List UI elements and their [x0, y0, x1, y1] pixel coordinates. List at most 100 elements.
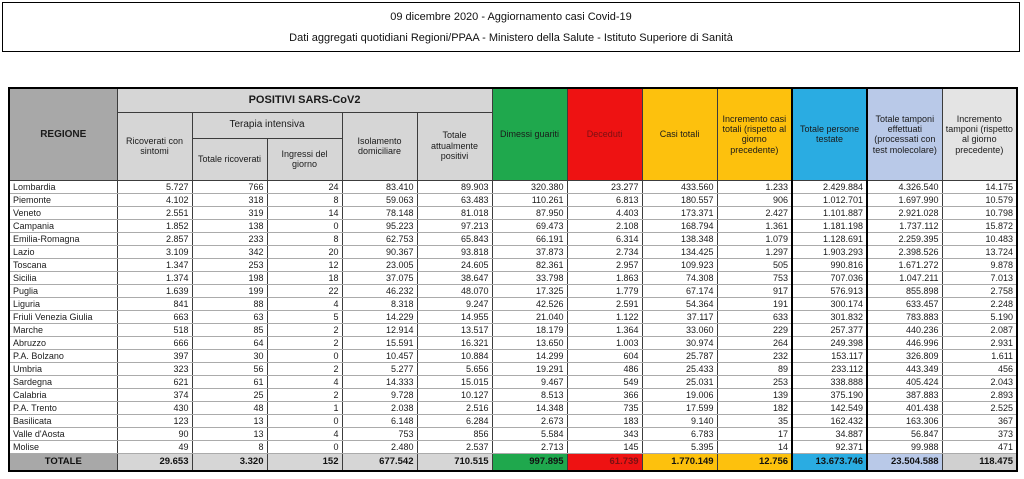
- value-cell: 9.140: [641, 413, 718, 428]
- value-cell: 1.079: [716, 231, 793, 246]
- header-incremento-tamponi: Incremento tamponi (rispetto al giorno p…: [941, 87, 1018, 181]
- region-name: Lombardia: [8, 179, 118, 194]
- value-cell: 471: [941, 439, 1018, 454]
- value-cell: 63: [191, 309, 268, 324]
- value-cell: 9.247: [416, 296, 493, 311]
- value-cell: 2: [266, 322, 343, 337]
- value-cell: 375.190: [791, 387, 869, 402]
- value-cell: 7.013: [941, 270, 1018, 285]
- value-cell: 93.818: [416, 244, 493, 259]
- value-cell: 139: [716, 387, 793, 402]
- totale-value: 710.515: [416, 452, 493, 472]
- value-cell: 9.467: [491, 374, 568, 389]
- header-persone-testate: Totale persone testate: [791, 87, 869, 181]
- value-cell: 14.175: [941, 179, 1018, 194]
- value-cell: 46.232: [341, 283, 418, 298]
- value-cell: 318: [191, 192, 268, 207]
- value-cell: 373: [941, 426, 1018, 441]
- value-cell: 10.457: [341, 348, 418, 363]
- value-cell: 12: [266, 257, 343, 272]
- region-name: Basilicata: [8, 413, 118, 428]
- value-cell: 48.070: [416, 283, 493, 298]
- value-cell: 162.432: [791, 413, 869, 428]
- value-cell: 2.398.526: [866, 244, 943, 259]
- value-cell: 82.361: [491, 257, 568, 272]
- value-cell: 1.737.112: [866, 218, 943, 233]
- value-cell: 14: [716, 439, 793, 454]
- table-header: REGIONE POSITIVI SARS-CoV2 Dimessi guari…: [8, 87, 1018, 181]
- value-cell: 264: [716, 335, 793, 350]
- table-row: Liguria 841 88 4 8.318 9.247 42.526 2.591 54.364…: [8, 296, 1018, 311]
- value-cell: 38.647: [416, 270, 493, 285]
- value-cell: 2.591: [566, 296, 643, 311]
- value-cell: 66.191: [491, 231, 568, 246]
- region-name: Friuli Venezia Giulia: [8, 309, 118, 324]
- value-cell: 232: [716, 348, 793, 363]
- value-cell: 917: [716, 283, 793, 298]
- value-cell: 753: [341, 426, 418, 441]
- value-cell: 15.591: [341, 335, 418, 350]
- value-cell: 25.787: [641, 348, 718, 363]
- totale-value: 3.320: [191, 452, 268, 472]
- value-cell: 518: [116, 322, 193, 337]
- value-cell: 89: [716, 361, 793, 376]
- value-cell: 10.884: [416, 348, 493, 363]
- value-cell: 766: [191, 179, 268, 194]
- region-name: Veneto: [8, 205, 118, 220]
- value-cell: 735: [566, 400, 643, 415]
- value-cell: 3.109: [116, 244, 193, 259]
- region-name: Liguria: [8, 296, 118, 311]
- table-row: Valle d'Aosta 90 13 4 753 856 5.584 343 6.783 17 3…: [8, 426, 1018, 441]
- value-cell: 2.537: [416, 439, 493, 454]
- value-cell: 1.297: [716, 244, 793, 259]
- value-cell: 138.348: [641, 231, 718, 246]
- value-cell: 2.259.395: [866, 231, 943, 246]
- value-cell: 2.038: [341, 400, 418, 415]
- value-cell: 1.374: [116, 270, 193, 285]
- region-name: P.A. Bolzano: [8, 348, 118, 363]
- value-cell: 8: [266, 231, 343, 246]
- table-row: Emilia-Romagna 2.857 233 8 62.753 65.843 66.19…: [8, 231, 1018, 246]
- value-cell: 13.724: [941, 244, 1018, 259]
- value-cell: 2.551: [116, 205, 193, 220]
- value-cell: 8: [266, 192, 343, 207]
- value-cell: 90: [116, 426, 193, 441]
- covid-table: REGIONE POSITIVI SARS-CoV2 Dimessi guari…: [8, 87, 1019, 472]
- value-cell: 633: [716, 309, 793, 324]
- region-name: Sardegna: [8, 374, 118, 389]
- value-cell: 33.798: [491, 270, 568, 285]
- table-row: Calabria 374 25 2 9.728 10.127 8.513 366 19.006 1…: [8, 387, 1018, 402]
- value-cell: 180.557: [641, 192, 718, 207]
- value-cell: 1.364: [566, 322, 643, 337]
- value-cell: 35: [716, 413, 793, 428]
- totale-value: 152: [266, 452, 343, 472]
- value-cell: 1.611: [941, 348, 1018, 363]
- value-cell: 95.223: [341, 218, 418, 233]
- value-cell: 191: [716, 296, 793, 311]
- region-name: P.A. Trento: [8, 400, 118, 415]
- header-casi-totali: Casi totali: [641, 87, 718, 181]
- totale-value: 12.756: [716, 452, 793, 472]
- table-row: Sicilia 1.374 198 18 37.075 38.647 33.798 1.863…: [8, 270, 1018, 285]
- value-cell: 78.148: [341, 205, 418, 220]
- region-name: Lazio: [8, 244, 118, 259]
- totale-value: 1.770.149: [641, 452, 718, 472]
- header-ricoverati-sintomi: Ricoverati con sintomi: [116, 111, 193, 181]
- table-row: Campania 1.852 138 0 95.223 97.213 69.473 2.108…: [8, 218, 1018, 233]
- title-line1: 09 dicembre 2020 - Aggiornamento casi Co…: [390, 10, 632, 23]
- header-regione: REGIONE: [8, 87, 118, 181]
- value-cell: 15.872: [941, 218, 1018, 233]
- region-name: Abruzzo: [8, 335, 118, 350]
- value-cell: 168.794: [641, 218, 718, 233]
- value-cell: 666: [116, 335, 193, 350]
- value-cell: 8: [191, 439, 268, 454]
- table-row: Basilicata 123 13 0 6.148 6.284 2.673 183 9.140 3…: [8, 413, 1018, 428]
- value-cell: 87.950: [491, 205, 568, 220]
- value-cell: 89.903: [416, 179, 493, 194]
- value-cell: 446.996: [866, 335, 943, 350]
- value-cell: 18.179: [491, 322, 568, 337]
- value-cell: 109.923: [641, 257, 718, 272]
- table-row: P.A. Bolzano 397 30 0 10.457 10.884 14.299 604 2…: [8, 348, 1018, 363]
- header-deceduti: Deceduti: [566, 87, 643, 181]
- value-cell: 249.398: [791, 335, 869, 350]
